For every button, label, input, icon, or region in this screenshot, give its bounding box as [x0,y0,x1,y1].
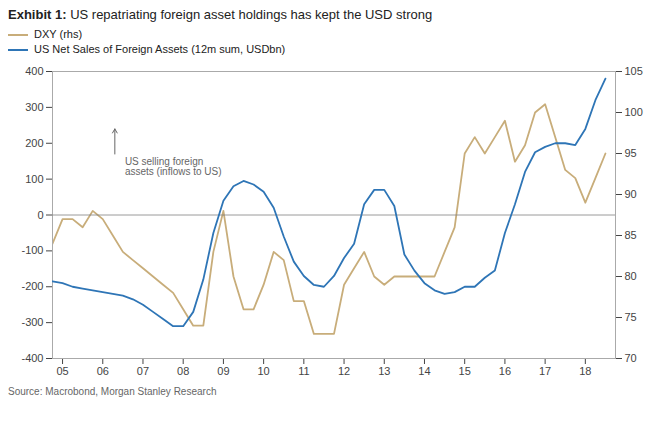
svg-text:18: 18 [579,365,591,377]
svg-text:80: 80 [625,270,637,282]
svg-text:400: 400 [25,65,43,77]
svg-text:-400: -400 [21,352,43,364]
svg-text:17: 17 [539,365,551,377]
svg-text:200: 200 [25,137,43,149]
svg-text:100: 100 [625,106,643,118]
html-text:DXY (rhs): DXY (rhs) [34,28,83,40]
svg-text:75: 75 [625,311,637,323]
svg-text:16: 16 [499,365,511,377]
svg-text:11: 11 [298,365,309,377]
svg-text:90: 90 [625,188,637,200]
html-text:Source: Macrobond, Morgan Stan: Source: Macrobond, Morgan Stanley Resear… [8,386,217,397]
svg-text:10: 10 [258,365,270,377]
svg-text:-100: -100 [21,244,43,256]
svg-text:70: 70 [625,352,637,364]
svg-text:105: 105 [625,65,643,77]
svg-text:0: 0 [37,209,43,221]
svg-text:13: 13 [378,365,390,377]
svg-text:15: 15 [459,365,471,377]
svg-text:100: 100 [25,173,43,185]
svg-text:09: 09 [217,365,229,377]
svg-text:85: 85 [625,229,637,241]
svg-text:US selling foreignassets (infl: US selling foreignassets (inflows to US) [125,156,222,177]
svg-text:12: 12 [338,365,350,377]
svg-text:06: 06 [97,365,109,377]
svg-text:08: 08 [177,365,189,377]
svg-text:14: 14 [418,365,430,377]
svg-text:300: 300 [25,101,43,113]
svg-text:95: 95 [625,147,637,159]
html-text:US Net Sales of Foreign Assets: US Net Sales of Foreign Assets (12m sum,… [34,43,286,55]
svg-text:07: 07 [137,365,149,377]
svg-text:-200: -200 [21,280,43,292]
html-text:Exhibit 1: US repatriating for: Exhibit 1: US repatriating foreign asset… [8,7,433,22]
svg-text:05: 05 [56,365,68,377]
svg-text:-300: -300 [21,316,43,328]
